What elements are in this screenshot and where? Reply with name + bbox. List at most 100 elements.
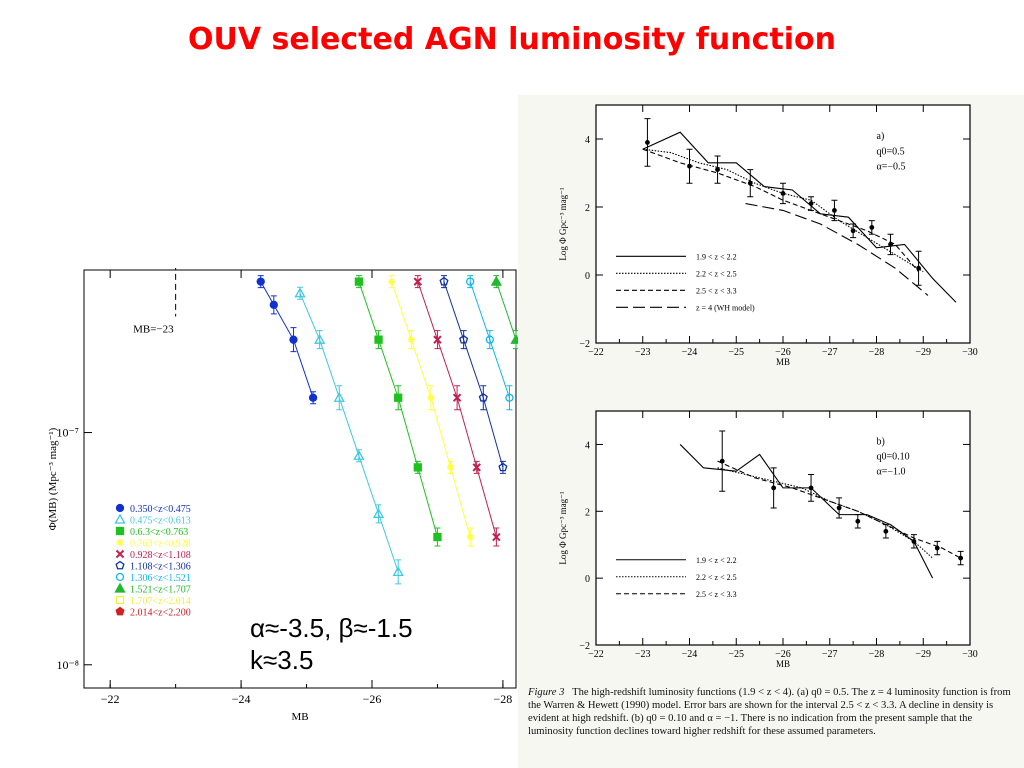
y-tick-label: 2 xyxy=(585,507,590,518)
x-tick-label: −25 xyxy=(728,649,744,660)
model-line xyxy=(642,131,957,303)
data-point xyxy=(850,228,856,234)
data-point xyxy=(433,532,442,542)
legend-entry: 2.2 < z < 2.5 xyxy=(696,573,737,582)
error-bar xyxy=(375,504,382,524)
legend-entry: 1.521<z<1.707 xyxy=(130,585,191,596)
params-alpha-beta: α≈-3.5, β≈-1.5 xyxy=(250,613,413,643)
x-tick-label: −23 xyxy=(635,649,651,660)
series-line xyxy=(443,281,504,468)
data-point xyxy=(353,449,365,460)
data-point xyxy=(958,555,964,561)
panel-label: a) xyxy=(877,131,885,142)
x-tick-label: −26 xyxy=(775,347,791,358)
legend-entry: 0.475<z<0.613 xyxy=(130,516,191,527)
figure-caption: Figure 3 The high-redshift luminosity fu… xyxy=(528,686,1020,738)
data-point xyxy=(869,225,875,230)
panel-param-alpha: α=−1.0 xyxy=(877,467,906,478)
x-axis-label: MB xyxy=(776,357,790,367)
legend-marker xyxy=(114,582,126,593)
data-point xyxy=(832,208,837,213)
legend-marker xyxy=(115,560,125,570)
y-tick-label: 10⁻⁷ xyxy=(56,426,79,440)
legend-marker xyxy=(115,606,125,616)
data-point xyxy=(392,566,404,577)
x-tick-label: −22 xyxy=(588,347,604,358)
data-point xyxy=(314,333,326,344)
data-point xyxy=(478,392,488,402)
legend-marker xyxy=(115,572,125,582)
data-point xyxy=(269,300,278,309)
x-tick-label: −28 xyxy=(869,649,885,660)
y-tick-label: 2 xyxy=(585,203,590,214)
panel-a-chart: −22 −23 −24 −25 −26 −27 −28 −29 −30 −2 0 2 4 MB Log Φ … xyxy=(558,104,978,367)
panel-label: b) xyxy=(877,436,885,447)
data-point xyxy=(413,463,422,472)
y-tick-label: −2 xyxy=(579,641,590,652)
data-point xyxy=(394,393,403,402)
error-bar xyxy=(316,330,323,350)
panel-param-q0: q0=0.10 xyxy=(877,451,910,462)
legend-entry: 0.763<z<0.928 xyxy=(130,539,191,550)
data-point xyxy=(715,167,720,172)
data-point xyxy=(466,277,475,286)
y-tick-label: 0 xyxy=(585,574,590,585)
x-tick-label: −24 xyxy=(232,692,251,706)
x-tick-label: −28 xyxy=(494,692,513,706)
data-point xyxy=(808,485,814,491)
data-point xyxy=(447,463,455,471)
caption-text: The high-redshift luminosity functions (… xyxy=(528,687,1011,737)
error-bar xyxy=(460,330,467,350)
legend-entry: z = 4 (WH model) xyxy=(696,303,755,312)
series-line xyxy=(260,281,314,398)
error-bar xyxy=(467,275,474,289)
data-point xyxy=(498,462,508,472)
legend-entry: 2.014<z<2.200 xyxy=(130,608,191,619)
data-point xyxy=(427,394,435,402)
error-bar xyxy=(486,330,493,350)
data-point xyxy=(916,265,921,271)
model-line xyxy=(717,467,933,559)
legend-entry: 0.928<z<1.108 xyxy=(130,550,191,561)
data-point xyxy=(719,458,725,464)
slide-title: OUV selected AGN luminosity function xyxy=(188,22,836,57)
x-axis-label: MB xyxy=(776,659,790,669)
x-tick-label: −24 xyxy=(682,347,698,358)
error-bar xyxy=(395,559,402,585)
series-line xyxy=(299,293,399,573)
data-point xyxy=(934,545,940,551)
x-tick-label: −22 xyxy=(101,692,120,706)
data-point xyxy=(687,163,692,169)
x-tick-label: −23 xyxy=(635,347,651,358)
data-point xyxy=(855,518,861,524)
data-point xyxy=(374,335,383,344)
data-point xyxy=(452,393,462,402)
data-point xyxy=(354,277,364,286)
data-point xyxy=(433,335,442,344)
data-point xyxy=(645,140,650,145)
y-tick-label: 0 xyxy=(585,271,590,282)
data-point xyxy=(413,277,423,286)
x-tick-label: −22 xyxy=(588,649,604,660)
legend-marker xyxy=(116,539,124,546)
data-point xyxy=(836,505,842,511)
series-line xyxy=(495,281,517,340)
x-tick-label: −28 xyxy=(869,347,885,358)
x-tick-label: −29 xyxy=(915,347,931,358)
legend-marker xyxy=(115,503,125,513)
legend-entry: 1.108<z<1.306 xyxy=(130,562,191,573)
x-tick-label: −27 xyxy=(822,649,838,660)
data-point xyxy=(883,528,889,534)
legend-entry: 2.2 < z < 2.5 xyxy=(696,269,737,278)
legend-entry: 1.707<z<2.014 xyxy=(130,596,191,607)
panel-param-alpha: α=−0.5 xyxy=(877,162,906,173)
panel-param-q0: q0=0.5 xyxy=(877,146,905,157)
data-point xyxy=(808,201,814,206)
x-tick-label: −26 xyxy=(775,649,791,660)
y-tick-label: 4 xyxy=(585,135,590,146)
data-point xyxy=(294,287,306,298)
legend-marker xyxy=(115,549,125,559)
y-tick-label: 4 xyxy=(585,440,590,451)
figure-panel: −22 −23 −24 −25 −26 −27 −28 −29 −30 −2 0 2 4 MB Log Φ … xyxy=(518,95,1024,768)
